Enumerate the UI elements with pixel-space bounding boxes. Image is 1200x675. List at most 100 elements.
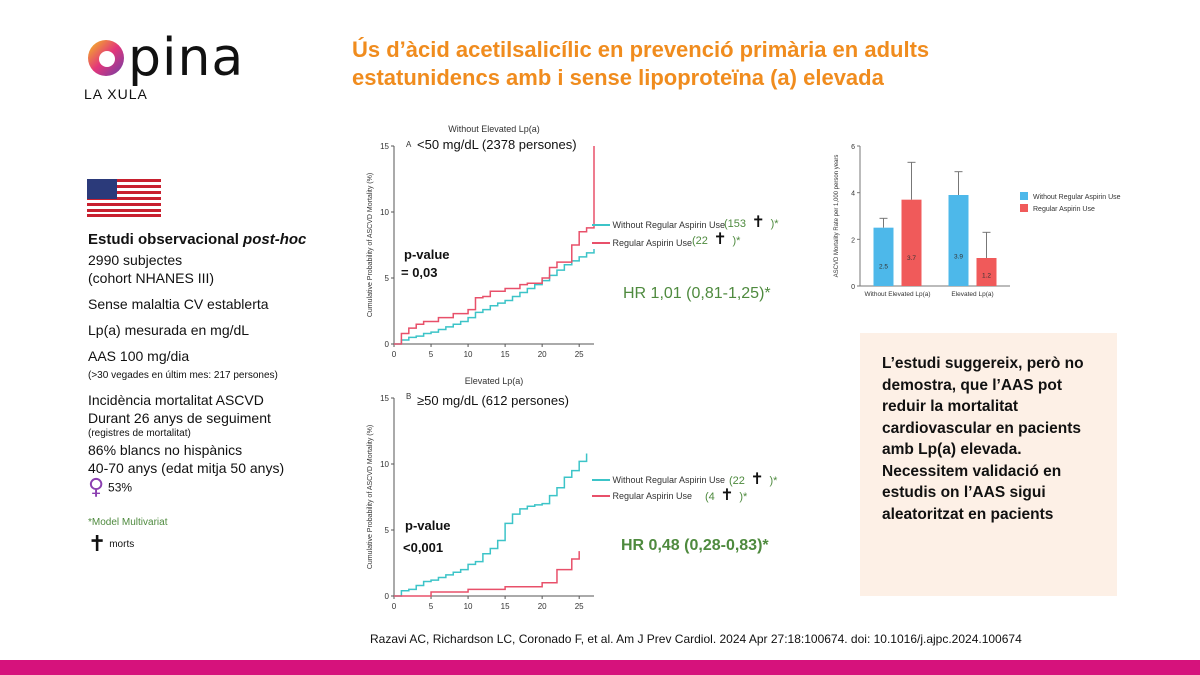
bar bbox=[873, 227, 894, 286]
y-tick-label: 0 bbox=[851, 284, 855, 291]
plot-b-legend: Without Regular Aspirin Use Regular Aspi… bbox=[592, 472, 725, 504]
brand-logo bbox=[88, 40, 124, 76]
aas-text: AAS 100 mg/dia bbox=[88, 348, 190, 364]
y-tick-label: 5 bbox=[385, 274, 390, 283]
white-text: 86% blancs no hispànics bbox=[88, 442, 243, 458]
x-tick-label: 20 bbox=[538, 350, 547, 359]
deaths-legend: ✝ morts bbox=[88, 532, 135, 557]
legend-row: Regular Aspirin Use bbox=[592, 491, 693, 501]
female-icon: ♀ bbox=[88, 475, 105, 500]
registry-note: (registres de mortalitat) bbox=[88, 428, 191, 439]
plot-a-legend: Without Regular Aspirin Use Regular Aspi… bbox=[592, 216, 725, 252]
us-flag-icon bbox=[87, 179, 161, 217]
plot-a-pvalue-label: p-value bbox=[404, 247, 450, 262]
bottom-accent-bar bbox=[0, 660, 1200, 675]
subjects-text: 2990 subjectes bbox=[88, 252, 183, 268]
x-tick-label: 0 bbox=[392, 602, 397, 611]
y-tick-label: 15 bbox=[380, 142, 389, 151]
y-tick-label: 0 bbox=[385, 340, 390, 349]
x-tick-label: 15 bbox=[501, 350, 510, 359]
category-label: Without Elevated Lp(a) bbox=[864, 291, 930, 298]
data-label: 3.9 bbox=[954, 254, 963, 261]
plot-a-deaths-1: (153 ✝ )* bbox=[724, 212, 779, 231]
data-label: 1.2 bbox=[982, 273, 991, 280]
x-tick-label: 25 bbox=[575, 350, 584, 359]
plot-a-hr: HR 1,01 (0,81-1,25)* bbox=[623, 285, 771, 302]
legend-label: Without Regular Aspirin Use bbox=[1033, 194, 1121, 201]
plot-b-deaths-1: (22 ✝ )* bbox=[729, 469, 778, 488]
brand-subtitle: LA XULA bbox=[84, 86, 148, 102]
model-note: *Model Multivariat bbox=[88, 517, 168, 528]
female-row: ♀ 53% bbox=[88, 477, 348, 499]
x-tick-label: 5 bbox=[429, 350, 434, 359]
legend-swatch bbox=[1020, 192, 1028, 200]
km-plot-without-elevated: Without Elevated Lp(a) A 0 5 10 15 0 5 10 15 20 25 F… bbox=[367, 124, 595, 363]
series-line-1 bbox=[394, 551, 580, 597]
mortality-rate-bar-chart: 0 2 4 6 ASCVD Mortality Rate per 1,000 perso… bbox=[834, 144, 1121, 298]
x-axis-label: Follow Up Time (years) bbox=[453, 362, 536, 363]
y-axis-label: ASCVD Mortality Rate per 1,000 person ye… bbox=[834, 155, 840, 278]
legend-row: Without Regular Aspirin Use bbox=[592, 475, 726, 485]
slide-title: Ús d’àcid acetilsalicílic en prevenció p… bbox=[352, 37, 930, 90]
conclusion-text: L’estudi suggereix, però no demostra, qu… bbox=[882, 355, 1084, 523]
y-tick-label: 10 bbox=[380, 460, 389, 469]
plot-b-deaths-2: (4 ✝ )* bbox=[705, 485, 748, 504]
plot-b-pvalue-label: p-value bbox=[405, 518, 451, 533]
x-tick-label: 15 bbox=[501, 602, 510, 611]
legend-row: Regular Aspirin Use bbox=[592, 238, 693, 248]
y-tick-label: 0 bbox=[385, 592, 390, 601]
x-tick-label: 5 bbox=[429, 602, 434, 611]
data-label: 3.7 bbox=[907, 255, 916, 262]
incidence-text: Incidència mortalitat ASCVD bbox=[88, 392, 264, 408]
plot-a-deaths-2: (22 ✝ )* bbox=[692, 229, 741, 248]
x-axis-label: Follow Up Time (years) bbox=[453, 614, 536, 615]
followup-text: Durant 26 anys de seguiment bbox=[88, 410, 271, 426]
y-tick-label: 5 bbox=[385, 526, 390, 535]
no-cvd-text: Sense malaltia CV establerta bbox=[88, 296, 269, 312]
x-tick-label: 10 bbox=[464, 602, 473, 611]
panel-letter: A bbox=[406, 140, 412, 149]
legend-row: Without Regular Aspirin Use bbox=[592, 220, 726, 230]
y-axis-label: Cumulative Probability of ASCVD Mortalit… bbox=[367, 173, 374, 317]
category-label: Elevated Lp(a) bbox=[951, 291, 993, 298]
bar bbox=[901, 199, 922, 286]
legend-label: Regular Aspirin Use bbox=[1033, 206, 1095, 213]
series-line-0 bbox=[394, 453, 588, 597]
plot-b-hr: HR 0,48 (0,28-0,83)* bbox=[621, 537, 769, 554]
y-axis-label: Cumulative Probability of ASCVD Mortalit… bbox=[367, 425, 374, 569]
plot-a-pvalue: = 0,03 bbox=[401, 265, 438, 280]
panel-letter: B bbox=[406, 392, 411, 401]
x-tick-label: 0 bbox=[392, 350, 397, 359]
cross-icon: ✝ bbox=[88, 532, 107, 557]
citation: Razavi AC, Richardson LC, Coronado F, et… bbox=[370, 632, 1022, 646]
x-tick-label: 10 bbox=[464, 350, 473, 359]
legend-swatch bbox=[1020, 204, 1028, 212]
cohort-text: (cohort NHANES III) bbox=[88, 270, 215, 286]
bar bbox=[948, 195, 969, 286]
y-tick-label: 2 bbox=[851, 237, 855, 244]
bar bbox=[976, 258, 997, 286]
plot-b-pvalue: <0,001 bbox=[403, 540, 444, 555]
y-tick-label: 4 bbox=[851, 191, 855, 198]
y-tick-label: 10 bbox=[380, 208, 389, 217]
data-label: 2.5 bbox=[879, 264, 888, 271]
plot-title: Without Elevated Lp(a) bbox=[448, 124, 540, 134]
km-plot-elevated: Elevated Lp(a) B 0 5 10 15 0 5 10 15 20 25 Follow Up… bbox=[367, 376, 594, 615]
series-line-1 bbox=[394, 146, 595, 345]
y-tick-label: 15 bbox=[380, 394, 389, 403]
plot-a-subtitle: <50 mg/dL (2378 persones) bbox=[417, 137, 577, 152]
x-tick-label: 25 bbox=[575, 602, 584, 611]
study-heading: Estudi observacional post-hoc bbox=[88, 231, 307, 248]
aas-note: (>30 vegades en últim mes: 217 persones) bbox=[88, 370, 278, 381]
plot-title: Elevated Lp(a) bbox=[465, 376, 524, 386]
age-text: 40-70 anys (edat mitja 50 anys) bbox=[88, 460, 285, 476]
female-pct: 53% bbox=[108, 480, 133, 495]
lpa-text: Lp(a) mesurada en mg/dL bbox=[88, 322, 250, 338]
x-tick-label: 20 bbox=[538, 602, 547, 611]
study-details: Estudi observacional post-hoc 2990 subje… bbox=[88, 231, 348, 499]
series-line-0 bbox=[394, 248, 595, 345]
conclusion-box: L’estudi suggereix, però no demostra, qu… bbox=[860, 333, 1117, 596]
y-tick-label: 6 bbox=[851, 144, 855, 151]
plot-b-subtitle: ≥50 mg/dL (612 persones) bbox=[417, 393, 569, 408]
